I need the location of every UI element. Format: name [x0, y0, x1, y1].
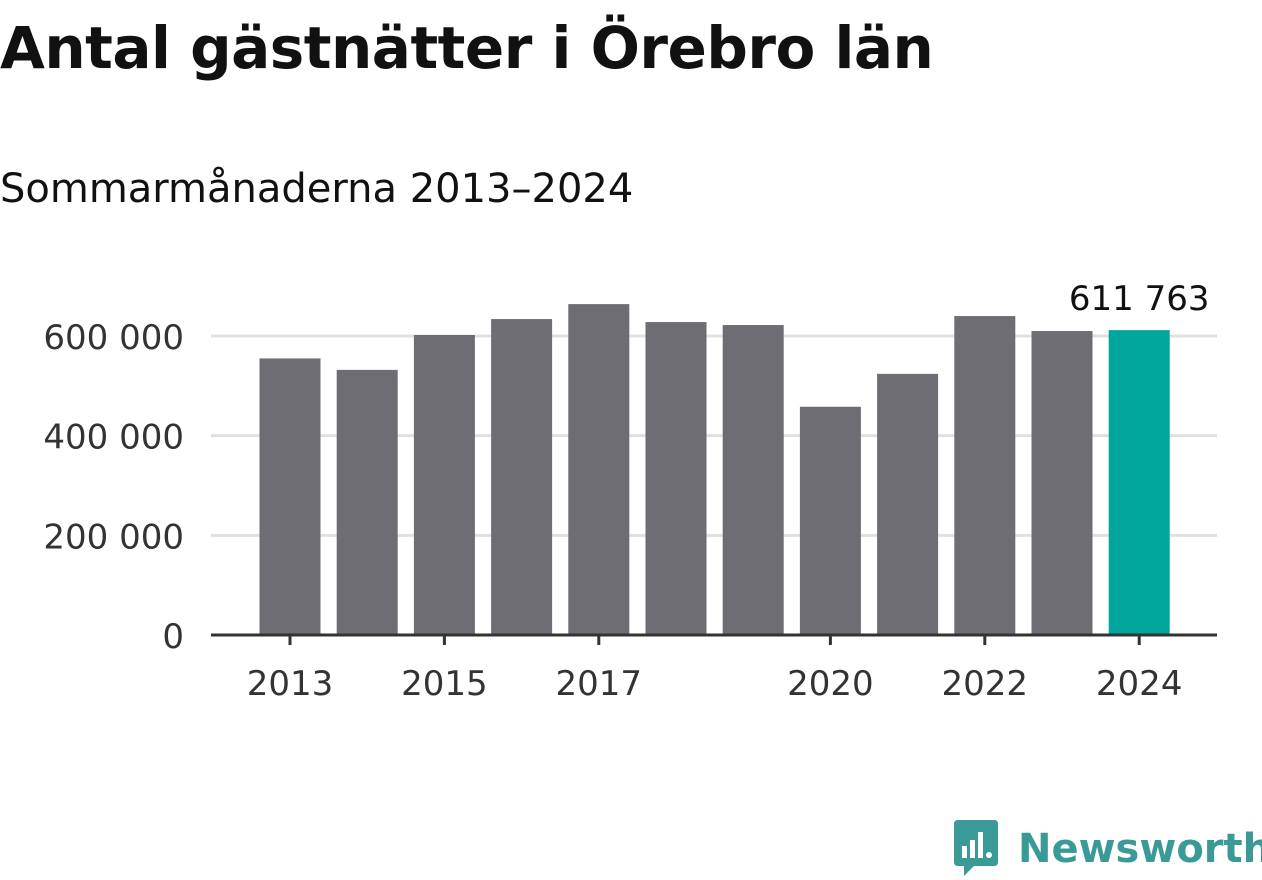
x-tick-label: 2017	[556, 664, 643, 704]
bar-2023	[1031, 331, 1093, 635]
bar-2022	[954, 316, 1016, 635]
bars	[259, 304, 1170, 635]
bar-2016	[491, 319, 553, 635]
data-label: 611 763	[1069, 279, 1210, 319]
bar-2019	[722, 325, 784, 635]
y-tick-label: 200 000	[43, 517, 184, 557]
labels: 0 200 000 400 000 600 000 2013 2015 2017 2020 20…	[43, 279, 1209, 704]
x-tick-label: 2013	[247, 664, 334, 704]
chart-subtitle: Sommarmånaderna 2013–2024	[0, 166, 634, 212]
bar-2013	[259, 358, 321, 635]
bar-2014	[336, 369, 398, 635]
bar-2021	[877, 373, 939, 635]
bar-2020	[799, 406, 861, 635]
newsworthy-logo-icon	[954, 820, 998, 876]
x-tick-label: 2024	[1096, 664, 1183, 704]
brand-logo: Newsworthy	[950, 818, 1262, 880]
x-tick-label: 2015	[401, 664, 488, 704]
y-tick-label: 600 000	[43, 318, 184, 358]
x-tick-label: 2020	[787, 664, 874, 704]
brand-name: Newsworthy	[1018, 826, 1262, 872]
axes	[211, 633, 1217, 645]
y-tick-label: 0	[162, 617, 184, 657]
bar-2015	[413, 335, 475, 635]
y-tick-label: 400 000	[43, 418, 184, 458]
bar-2024	[1108, 330, 1170, 635]
bar-2018	[645, 322, 707, 635]
x-tick-label: 2022	[942, 664, 1029, 704]
bar-2017	[568, 304, 630, 635]
chart-title: Antal gästnätter i Örebro län	[0, 14, 934, 82]
